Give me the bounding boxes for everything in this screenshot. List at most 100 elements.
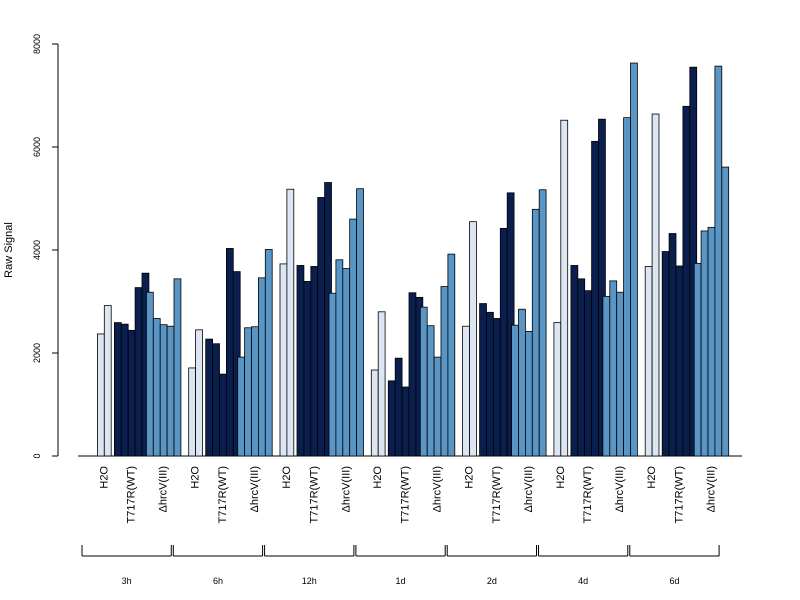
bar <box>499 227 508 457</box>
bar <box>616 291 625 457</box>
bar <box>303 281 312 457</box>
bar <box>120 323 129 457</box>
bar <box>433 356 442 457</box>
condition-label: T717R(WT) <box>673 466 685 523</box>
bar <box>205 338 213 457</box>
bar <box>700 230 709 457</box>
timepoint-label: 12h <box>302 576 317 586</box>
timepoint-label: 3h <box>122 576 132 586</box>
condition-label: H2O <box>98 466 110 489</box>
bar <box>356 188 364 457</box>
bar <box>103 305 112 457</box>
bar <box>335 259 344 457</box>
bar <box>577 278 586 457</box>
timepoint-label: 2d <box>487 576 497 586</box>
bar <box>486 311 494 457</box>
condition-label: T717R(WT) <box>582 466 594 523</box>
bar <box>286 188 295 457</box>
bar <box>525 330 533 457</box>
bar <box>173 278 182 457</box>
y-tick-label: 0 <box>32 453 42 458</box>
bar <box>244 327 252 457</box>
bar <box>689 66 698 457</box>
bar <box>114 322 122 457</box>
condition-label: T717R(WT) <box>126 466 138 523</box>
bar <box>651 113 660 457</box>
bar <box>598 118 606 457</box>
bar <box>257 277 266 457</box>
bar <box>469 221 477 457</box>
condition-label: T717R(WT) <box>217 466 229 523</box>
bar <box>377 311 386 457</box>
bar <box>342 268 351 457</box>
condition-label: H2O <box>646 466 658 489</box>
y-tick-label: 8000 <box>32 34 42 54</box>
bar <box>707 226 716 457</box>
bar <box>714 65 723 457</box>
bar <box>97 333 105 457</box>
bar <box>317 197 326 457</box>
bar <box>675 265 684 457</box>
condition-label: T717R(WT) <box>491 466 503 523</box>
bar <box>538 189 547 457</box>
bar <box>570 265 579 457</box>
timepoint-label: 6d <box>669 576 679 586</box>
bar <box>310 266 319 457</box>
bar <box>279 263 288 457</box>
bar <box>661 251 670 457</box>
condition-label: H2O <box>281 466 293 489</box>
bar <box>668 233 677 457</box>
bar <box>584 290 593 457</box>
y-axis: 0 2000 4000 6000 8000 <box>32 34 59 459</box>
bar <box>401 386 410 457</box>
bars-layer <box>97 62 730 457</box>
bar <box>511 324 519 457</box>
bar <box>349 218 358 457</box>
bar <box>159 324 168 457</box>
bar <box>462 325 470 457</box>
condition-label: ΔhrcV(III) <box>249 466 261 512</box>
bar <box>440 286 449 457</box>
y-axis-label: Raw Signal <box>3 222 15 278</box>
bar <box>408 292 417 457</box>
condition-label: ΔhrcV(III) <box>523 466 535 512</box>
bar <box>492 318 501 457</box>
bar <box>237 356 245 457</box>
bar <box>721 166 730 457</box>
bar <box>644 266 653 457</box>
condition-label: T717R(WT) <box>400 466 412 523</box>
timepoint-label: 1d <box>396 576 406 586</box>
condition-label: T717R(WT) <box>308 466 320 523</box>
bar <box>602 295 611 457</box>
bar <box>195 329 203 457</box>
bar <box>166 325 175 457</box>
bar <box>188 367 196 457</box>
bar <box>682 105 691 457</box>
bar <box>419 306 428 457</box>
y-tick-label: 2000 <box>32 343 42 363</box>
y-tick-label: 4000 <box>32 240 42 260</box>
y-tick-label: 6000 <box>32 137 42 157</box>
condition-label: ΔhrcV(III) <box>705 466 717 512</box>
bar <box>447 253 456 457</box>
timepoint-brackets-layer: 3h 6h 12h 1d 2d 4d 6d <box>81 545 720 586</box>
timepoint-label: 6h <box>213 576 223 586</box>
bar <box>623 117 631 457</box>
bar <box>426 325 435 457</box>
bar <box>219 373 227 457</box>
bar <box>134 287 143 457</box>
bar <box>264 249 273 457</box>
bar <box>296 265 305 457</box>
timepoint-label: 4d <box>578 576 588 586</box>
bar <box>591 140 599 457</box>
bar <box>518 308 526 457</box>
bar <box>560 119 569 457</box>
bar <box>693 262 702 457</box>
condition-label: H2O <box>555 466 567 489</box>
bar <box>152 318 161 457</box>
bar <box>394 357 403 457</box>
bar <box>553 322 562 457</box>
bar <box>479 303 487 457</box>
condition-label: ΔhrcV(III) <box>614 466 626 512</box>
